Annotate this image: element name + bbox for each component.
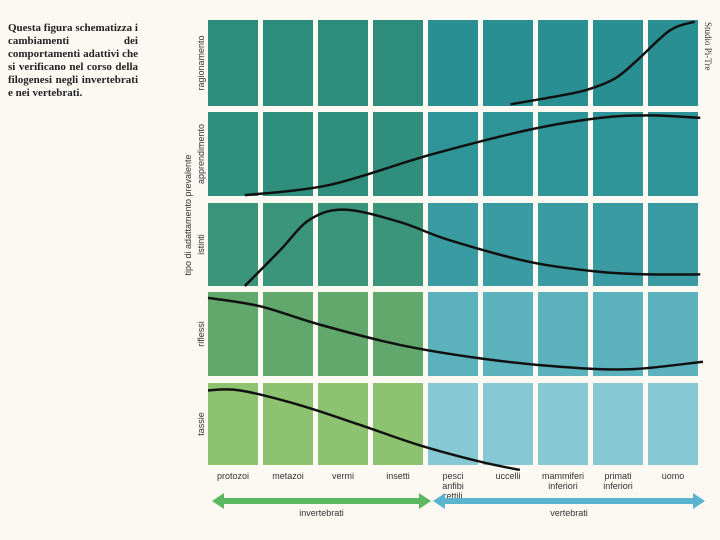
category-label: uccelli	[495, 471, 520, 481]
category-label: protozoi	[217, 471, 249, 481]
grid-cell	[208, 203, 258, 286]
grid-cell	[483, 112, 533, 196]
grid-cell	[648, 20, 698, 106]
curve-tassie	[207, 388, 521, 472]
grid-cell	[538, 20, 588, 106]
grid-cell	[208, 383, 258, 465]
category-label: metazoi	[272, 471, 304, 481]
grid-cell	[373, 383, 423, 465]
grid-cell	[208, 292, 258, 376]
category-label: pesci anfibi rettili	[442, 471, 464, 501]
grid-cell	[318, 292, 368, 376]
grid-cell	[538, 203, 588, 286]
grid-cell	[648, 112, 698, 196]
grid-cell	[428, 292, 478, 376]
curve-istinti	[243, 208, 701, 287]
grid-cell	[648, 383, 698, 465]
category-label: insetti	[386, 471, 410, 481]
grid-cell	[318, 203, 368, 286]
credit-text: Studio Pi-Tre	[703, 22, 713, 71]
category-label: primati inferiori	[603, 471, 633, 491]
grid-cell	[208, 20, 258, 106]
group-label-invertebrati: invertebrati	[299, 508, 344, 518]
grid-cell	[428, 20, 478, 106]
y-axis-label: tipo di adattamento prevalente	[183, 154, 193, 275]
curve-ragionamento	[510, 20, 696, 106]
group-label-vertebrati: vertebrati	[550, 508, 588, 518]
grid-cell	[648, 203, 698, 286]
grid-cell	[318, 20, 368, 106]
grid-cell	[648, 292, 698, 376]
curve-riflessi	[207, 296, 704, 371]
grid-cell	[483, 20, 533, 106]
category-label: mammiferi inferiori	[542, 471, 584, 491]
grid-cell	[538, 383, 588, 465]
grid-cell	[263, 292, 313, 376]
row-label-ragionamento: ragionamento	[196, 35, 206, 90]
grid-cell	[208, 112, 258, 196]
grid-cell	[428, 203, 478, 286]
arrow-invertebrati	[212, 493, 431, 509]
row-label-apprendimento: apprendimento	[196, 124, 206, 184]
grid-cell	[263, 112, 313, 196]
grid-cell	[263, 383, 313, 465]
grid-cell	[373, 292, 423, 376]
grid-cell	[318, 112, 368, 196]
grid-cell	[263, 203, 313, 286]
curve-apprendimento	[244, 114, 701, 197]
arrow-vertebrati	[433, 493, 705, 509]
grid-cell	[428, 383, 478, 465]
grid-cell	[373, 112, 423, 196]
grid-cell	[593, 383, 643, 465]
category-label: vermi	[332, 471, 354, 481]
category-label: uomo	[662, 471, 685, 481]
grid-cell	[263, 20, 313, 106]
grid-cell	[593, 112, 643, 196]
row-label-tassie: tassie	[196, 412, 206, 436]
grid-cell	[483, 203, 533, 286]
grid-cell	[593, 292, 643, 376]
figure-caption: Questa figura schematizza i cambiamenti …	[8, 22, 138, 99]
row-label-istinti: istinti	[196, 234, 206, 255]
grid-cell	[538, 112, 588, 196]
grid-cell	[538, 292, 588, 376]
grid-cell	[483, 383, 533, 465]
row-label-riflessi: riflessi	[196, 321, 206, 347]
grid-cell	[373, 20, 423, 106]
